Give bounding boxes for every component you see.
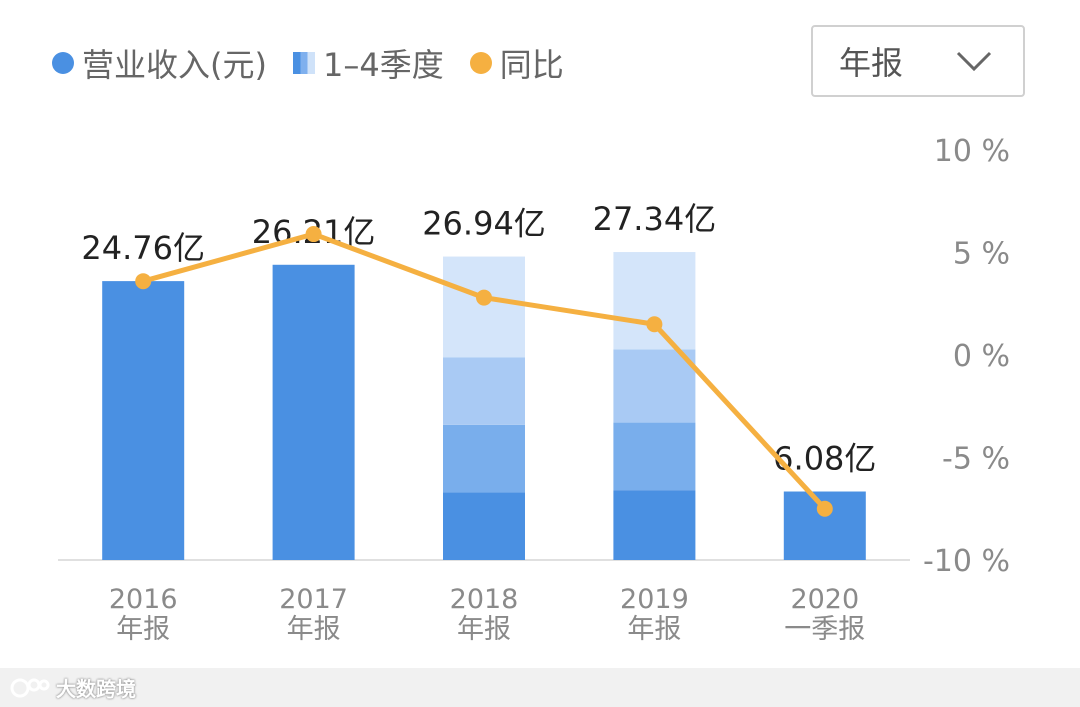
legend-label-yoy: 同比 — [499, 46, 564, 84]
x-tick-label: 2018 — [450, 584, 519, 615]
x-tick-label: 2019 — [620, 584, 689, 615]
y-right-tick-label: -5 % — [942, 442, 1010, 477]
y-right-tick-label: 10 % — [934, 134, 1010, 169]
x-tick-label: 年报 — [457, 614, 511, 645]
legend-label-quarters: 1–4季度 — [322, 46, 444, 84]
chevron-down-icon — [956, 51, 992, 72]
yoy-point — [135, 273, 152, 290]
yoy-point — [816, 500, 833, 517]
y-right-tick-label: -10 % — [923, 544, 1010, 579]
x-tick-label: 年报 — [116, 614, 170, 645]
bar-segment-q3 — [613, 349, 696, 423]
legend-label-revenue: 营业收入(元) — [82, 46, 267, 84]
bar-segment-q1 — [613, 490, 696, 560]
bar-value-label: 26.94亿 — [422, 205, 546, 243]
bar-segment-q4 — [613, 252, 696, 350]
chart-legend: 营业收入(元) 1–4季度 同比 — [52, 38, 564, 88]
x-tick-label: 年报 — [287, 614, 341, 645]
x-tick-label: 2017 — [279, 584, 348, 615]
bar-value-label: 27.34亿 — [593, 200, 717, 238]
revenue-chart: 24.76亿2016年报26.21亿2017年报26.94亿2018年报27.3… — [58, 134, 1010, 645]
dropdown-value: 年报 — [839, 44, 904, 82]
bar-segment-q4 — [443, 256, 525, 358]
legend-item-revenue[interactable]: 营业收入(元) — [52, 40, 267, 86]
bar — [102, 281, 185, 560]
watermark: 大数跨境 — [0, 668, 1080, 707]
x-tick-label: 年报 — [627, 614, 681, 645]
x-tick-label: 2016 — [109, 584, 178, 615]
x-tick-label: 2020 — [790, 584, 859, 615]
bar-segment-q2 — [443, 424, 525, 493]
yoy-point — [646, 316, 663, 333]
y-right-tick-label: 5 % — [953, 237, 1010, 272]
legend-item-yoy[interactable]: 同比 — [469, 40, 564, 86]
bar-value-label: 24.76亿 — [81, 229, 205, 267]
legend-dot-icon — [52, 52, 74, 74]
legend-dot-icon — [469, 52, 492, 74]
watermark-logo-icon — [10, 678, 50, 697]
bar — [272, 264, 355, 560]
yoy-point — [476, 289, 492, 306]
yoy-point — [305, 226, 322, 243]
legend-item-quarters[interactable]: 1–4季度 — [292, 40, 444, 86]
y-right-tick-label: 0 % — [953, 339, 1010, 374]
bar-segment-q3 — [443, 357, 525, 425]
watermark-text: 大数跨境 — [56, 677, 136, 701]
legend-gradient-square-icon — [292, 52, 315, 74]
bar-segment-q1 — [443, 492, 525, 560]
report-type-dropdown[interactable]: 年报 — [811, 25, 1025, 97]
bar-segment-q2 — [613, 422, 696, 491]
x-tick-label: 一季报 — [784, 614, 865, 645]
